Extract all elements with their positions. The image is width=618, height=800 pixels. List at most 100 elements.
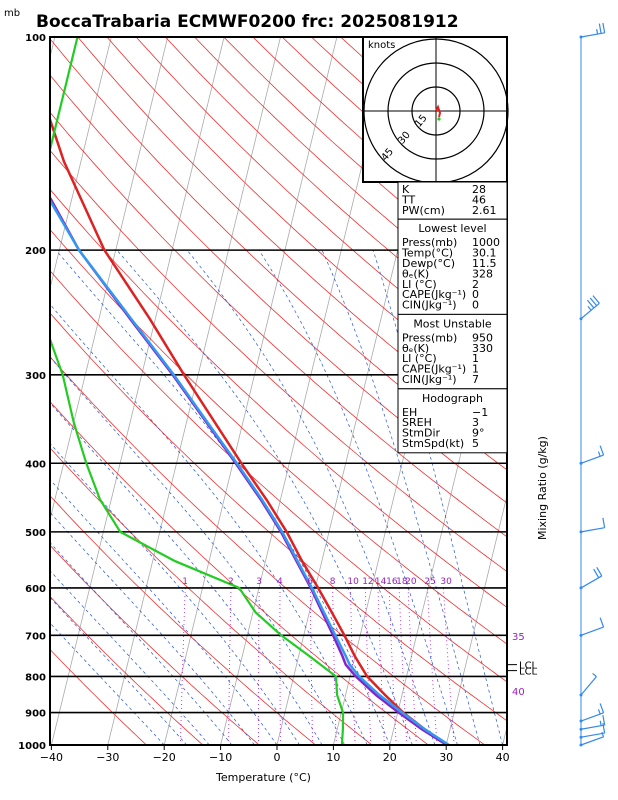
mixing-ratio-label: 4 [277, 577, 283, 587]
pressure-tick-label: 400 [25, 459, 46, 470]
index-value: 7 [472, 373, 479, 386]
index-value: 1 [472, 363, 479, 376]
isotherm-line [445, 494, 507, 745]
dry-adiabat-line [50, 188, 507, 608]
wind-barb-flag [592, 295, 600, 304]
mixing-ratio-label: 30 [440, 577, 452, 587]
index-value: 1 [472, 352, 479, 365]
isotherm-line [163, 37, 338, 745]
wind-barb-flag [599, 703, 605, 714]
wind-barb-flag [598, 23, 602, 34]
index-value: 28 [472, 183, 486, 196]
mixing-ratio-label: 1 [182, 577, 188, 587]
wind-level-dot [579, 727, 583, 731]
hodograph-trace [435, 104, 442, 118]
wind-barb-half [597, 709, 601, 715]
index-label: Press(mb) [402, 331, 457, 344]
dry-adiabat-line [50, 356, 486, 745]
x-tick-label: −10 [209, 751, 232, 764]
background-lines [50, 37, 507, 745]
index-label: CIN(Jkg⁻¹) [402, 373, 457, 386]
index-label: Temp(°C) [401, 247, 453, 260]
wind-barb [580, 626, 604, 636]
mixing-ratio-label: 35 [512, 632, 525, 643]
section-header: Most Unstable [413, 317, 492, 330]
wind-barb-half [596, 29, 599, 35]
wind-barb-half [587, 306, 592, 311]
index-value: 2 [472, 278, 479, 291]
wind-barb-half [599, 720, 602, 726]
pressure-tick-label: 300 [25, 371, 46, 382]
mixing-ratio-label: 40 [512, 687, 525, 698]
dry-adiabat-line [50, 401, 429, 745]
dry-adiabat-line [50, 595, 204, 745]
pressure-tick-label: 900 [25, 709, 46, 720]
index-value: 11.5 [472, 257, 497, 270]
dry-adiabat-line [106, 37, 507, 407]
wind-barb-flag [593, 568, 600, 579]
virtual-profile [50, 198, 450, 745]
wind-level-dot [579, 719, 583, 723]
index-value: −1 [472, 406, 488, 419]
pressure-unit-label: mb [4, 8, 20, 19]
indices-block [397, 218, 508, 315]
wind-barb-flag [599, 445, 605, 456]
dry-adiabat-line [50, 270, 507, 683]
lcl-label: LCL [519, 661, 538, 672]
wind-level-dot [579, 586, 583, 590]
wind-level-dot [579, 693, 583, 697]
index-value: 2.61 [472, 204, 497, 217]
dry-adiabat-line [77, 37, 507, 439]
mixing-ratio-label: 25 [424, 577, 435, 587]
wind-profile [579, 22, 606, 747]
index-value: 0 [472, 299, 479, 312]
wind-barb-half [592, 672, 597, 678]
dry-adiabat-line [50, 74, 507, 504]
pressure-tick-label: 800 [25, 672, 46, 683]
dewpoint-profile [50, 37, 345, 745]
section-header: Lowest level [418, 222, 486, 235]
index-label: TT [401, 193, 416, 206]
index-label: Press(mb) [402, 236, 457, 249]
storm-motion-marker [437, 117, 441, 121]
mixing-ratio-label: 3 [256, 577, 262, 587]
index-label: θₑ(K) [402, 267, 429, 280]
wind-barb [580, 732, 605, 738]
profiles [50, 37, 450, 745]
mixing-ratio-label: 16 [386, 577, 398, 587]
index-label: EH [402, 406, 417, 419]
wind-barb-flag [589, 297, 598, 307]
wind-barb [580, 454, 604, 464]
pressure-tick-label: 1000 [18, 741, 46, 752]
moist-adiabat-line [50, 442, 300, 745]
chart-title: BoccaTrabaria ECMWF0200 frc: 2025081912 [36, 12, 459, 32]
isotherm-line [51, 37, 225, 745]
hodograph-unit-label: knots [368, 40, 395, 51]
dry-adiabat-line [50, 111, 507, 538]
x-tick-label: −40 [40, 751, 63, 764]
wind-level-dot [579, 735, 583, 739]
x-tick-label: −30 [96, 751, 119, 764]
x-axis-label: Temperature (°C) [215, 771, 311, 784]
index-value: 950 [472, 331, 493, 344]
mixing-ratio-label: 2 [228, 577, 234, 587]
mixing-ratio-line [309, 587, 314, 745]
indices-block [397, 388, 508, 454]
mixing-ratio-line [398, 587, 408, 745]
dry-adiabat-line [50, 228, 507, 645]
wind-barb-half [597, 451, 601, 457]
moist-adiabat-line [55, 249, 391, 745]
mixing-ratio-line [426, 587, 438, 745]
wind-level-dot [579, 743, 583, 747]
pressure-tick-label: 700 [25, 631, 46, 642]
mixing-ratio-label: 14 [375, 577, 387, 587]
wind-level-dot [579, 317, 583, 321]
index-value: 328 [472, 267, 493, 280]
index-label: SREH [402, 416, 432, 429]
mixing-ratio-line [332, 587, 337, 745]
moist-adiabat-line [50, 402, 323, 745]
mixing-ratio-line [228, 587, 232, 745]
wind-barb-flag [602, 715, 606, 726]
